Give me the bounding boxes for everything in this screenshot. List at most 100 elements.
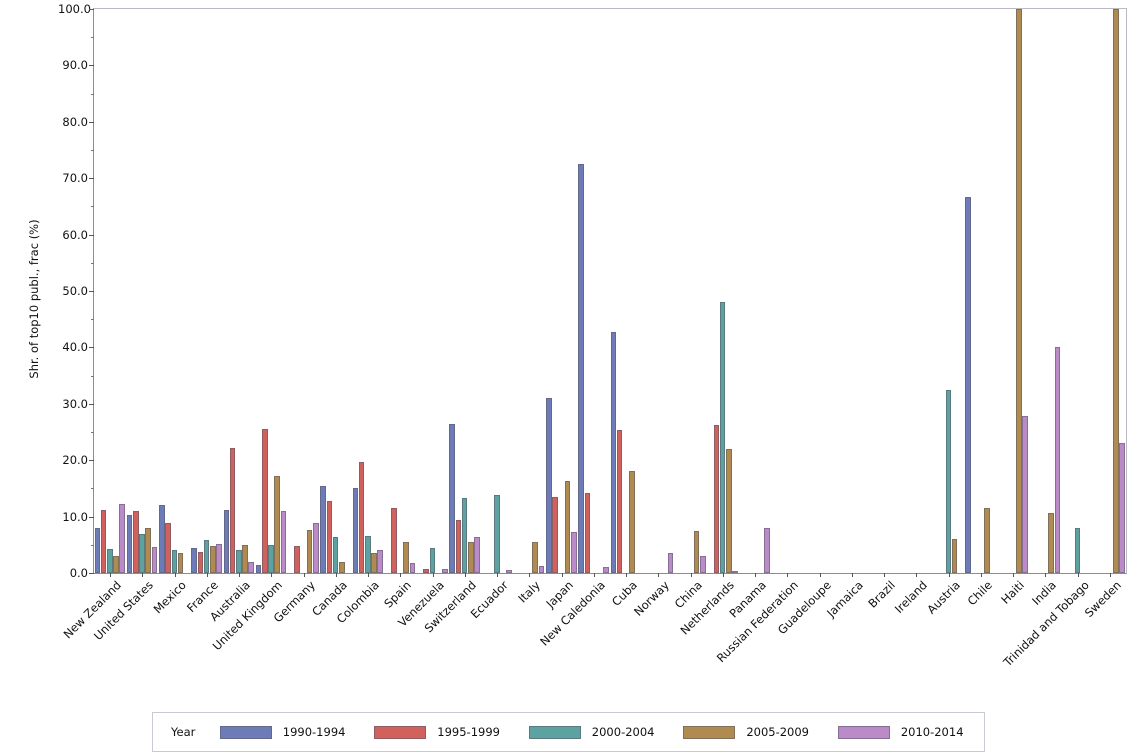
y-tick-label: 30.0 (62, 396, 88, 411)
y-tick-mark (89, 460, 94, 462)
legend-item[interactable]: 1995-1999 (374, 725, 500, 739)
bar (203, 540, 210, 573)
bar-group (288, 9, 319, 573)
legend-item[interactable]: 2000-2004 (528, 725, 654, 739)
bar (699, 555, 706, 573)
x-tick-mark (884, 573, 886, 577)
bar (94, 527, 101, 573)
bar-group (1030, 9, 1061, 573)
bar-group (126, 9, 158, 573)
bar (1016, 9, 1022, 573)
legend-swatch (528, 725, 581, 739)
y-minor-tick (91, 432, 94, 433)
bar-group (643, 9, 674, 573)
x-tick-mark (1045, 573, 1047, 577)
bar (242, 544, 248, 573)
bar (365, 535, 371, 573)
x-tick-label: Mexico (150, 578, 189, 617)
bar (732, 571, 738, 573)
bar-group (1062, 9, 1093, 573)
y-minor-tick (91, 375, 94, 377)
legend-swatch (683, 725, 736, 739)
x-tick-mark (303, 573, 305, 577)
bar (1074, 527, 1081, 573)
bar-group (320, 9, 351, 573)
x-tick-mark (271, 573, 273, 577)
bar-group (707, 9, 738, 573)
plot-area: 0.0 10.0 20.0 30.0 40.0 50.0 60.0 70.0 80.0 90.0 1… (58, 2, 1127, 580)
legend-label: 2010-2014 (900, 725, 964, 739)
bar (274, 476, 281, 573)
x-tick-mark (980, 573, 982, 577)
legend-label: 1990-1994 (282, 725, 346, 739)
bar (1112, 9, 1119, 573)
bar (332, 537, 339, 573)
y-tick-mark (89, 178, 94, 180)
bar (764, 528, 771, 573)
bar (1054, 347, 1061, 573)
y-minor-tick (91, 544, 94, 546)
legend-item[interactable]: 2010-2014 (837, 725, 964, 739)
bar (546, 398, 552, 573)
legend-item[interactable]: 2005-2009 (683, 725, 809, 739)
y-tick-mark (89, 65, 94, 67)
bar (951, 538, 958, 573)
y-tick-label: 20.0 (62, 453, 88, 468)
y-tick-mark (89, 347, 94, 349)
bar (1048, 512, 1055, 573)
bar-group (352, 9, 384, 573)
bar (377, 549, 384, 573)
bar (229, 448, 236, 573)
bar (584, 492, 591, 573)
y-tick-label: 70.0 (62, 171, 88, 186)
bar (255, 564, 262, 573)
bar-group (998, 9, 1029, 573)
y-tick-mark (89, 9, 94, 10)
bar-group (869, 9, 900, 573)
bar (629, 470, 635, 573)
bar (197, 551, 204, 573)
y-tick-label: 80.0 (62, 114, 88, 129)
x-tick-mark (110, 573, 112, 577)
bar (474, 537, 480, 573)
x-tick-mark (368, 573, 370, 577)
bar-group (417, 9, 448, 573)
bar (429, 547, 436, 573)
bar (610, 332, 617, 573)
y-minor-tick (91, 319, 94, 321)
bar (532, 541, 539, 573)
legend-item[interactable]: 1990-1994 (219, 725, 346, 739)
x-tick-mark (174, 573, 176, 577)
x-tick-label: Haiti (998, 578, 1028, 607)
x-tick-label: Italy (515, 578, 544, 606)
y-tick-label: 60.0 (62, 227, 88, 242)
y-tick-mark (89, 516, 94, 518)
bar-series-container (94, 9, 1126, 573)
y-minor-tick (91, 150, 94, 151)
legend: Year 1990-1994 1995-1999 2000-2004 2005-200… (152, 712, 985, 752)
x-tick-mark (206, 573, 208, 577)
x-tick-mark (335, 573, 337, 577)
bar (151, 546, 158, 573)
bar (403, 541, 410, 573)
bar (268, 544, 274, 573)
bar (320, 486, 326, 573)
bar-group (772, 9, 803, 573)
bar (165, 523, 171, 573)
bar-group (1094, 9, 1125, 573)
legend-items: 1990-1994 1995-1999 2000-2004 2005-2009 2010… (205, 725, 984, 739)
bar (538, 565, 545, 573)
bar (467, 541, 474, 573)
y-tick-mark (89, 121, 94, 123)
bar-group (901, 9, 932, 573)
x-tick-label: Austria (923, 578, 963, 617)
bar (113, 556, 119, 573)
bar (171, 550, 178, 573)
bar (1119, 443, 1125, 573)
bar (262, 428, 268, 573)
y-minor-tick (91, 262, 94, 264)
x-tick-mark (626, 573, 628, 577)
bar (494, 495, 500, 573)
bar (191, 547, 197, 573)
